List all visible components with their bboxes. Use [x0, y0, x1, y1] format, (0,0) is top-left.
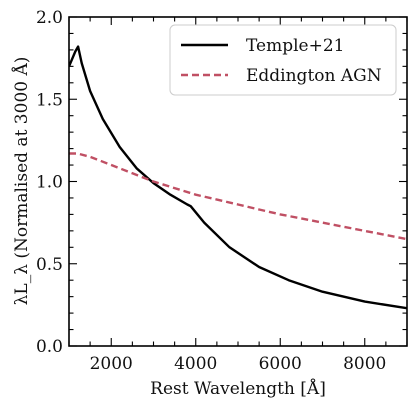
y-tick-label: 2.0 [36, 8, 63, 28]
series-line-1 [69, 152, 407, 241]
legend: Temple+21 Eddington AGN [169, 24, 397, 96]
x-tick-label: 6000 [259, 354, 302, 374]
x-axis-title: Rest Wavelength [Å] [150, 378, 326, 399]
y-tick-label: 1.0 [36, 173, 63, 193]
tick-labels: 2000 4000 6000 8000 0.0 0.5 1.0 1.5 2.0 [36, 8, 386, 374]
series-line-0 [69, 45, 407, 310]
legend-frame [169, 24, 397, 96]
legend-label-temple: Temple+21 [246, 36, 344, 56]
series-layer [69, 45, 407, 310]
y-tick-label: 1.5 [36, 90, 63, 110]
x-tick-label: 4000 [174, 354, 217, 374]
y-tick-label: 0.5 [36, 255, 63, 275]
x-tick-label: 2000 [90, 354, 133, 374]
legend-label-eddington: Eddington AGN [246, 66, 382, 86]
x-tick-label: 8000 [343, 354, 386, 374]
y-axis-title: λL_λ (Normalised at 3000 Å) [11, 57, 32, 306]
ticks-layer [68, 16, 408, 347]
y-tick-label: 0.0 [36, 337, 63, 357]
